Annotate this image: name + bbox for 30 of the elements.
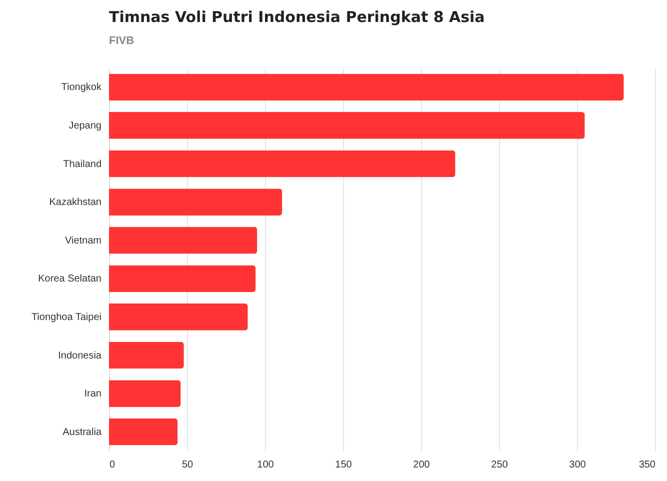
y-tick-label: Jepang: [68, 120, 102, 132]
bar: [109, 418, 178, 446]
y-tick-label: Australia: [62, 426, 102, 438]
bar: [109, 226, 258, 254]
y-tick-label: Vietnam: [64, 235, 102, 246]
bar: [109, 304, 248, 330]
x-tick-label: 350: [638, 460, 656, 470]
bar: [109, 112, 585, 139]
y-tick-label: Tionghoa Taipei: [31, 312, 102, 323]
x-tick-label: 100: [257, 460, 274, 470]
y-tick-label: Indonesia: [58, 350, 102, 362]
x-tick-label: 250: [491, 460, 508, 470]
x-tick-label: 0: [110, 460, 116, 470]
y-tick-label: Korea Selatan: [38, 274, 102, 285]
bar: [109, 150, 456, 178]
bar: [109, 188, 282, 216]
chart-title: Timnas Voli Putri Indonesia Peringkat 8 Asia: [109, 8, 485, 26]
x-tick-label: 150: [335, 460, 352, 470]
x-tick-label: 300: [569, 460, 586, 470]
bar: [109, 342, 184, 369]
y-tick-label: Kazakhstan: [49, 197, 102, 208]
bar: [109, 74, 624, 101]
bar: [109, 265, 256, 292]
x-tick-label: 200: [413, 460, 430, 470]
x-tick-label: 50: [182, 460, 194, 470]
y-tick-label: Iran: [84, 388, 102, 400]
y-tick-label: Tiongkok: [61, 82, 102, 94]
bar: [109, 380, 181, 407]
chart-subtitle: FIVB: [109, 35, 134, 47]
y-tick-label: Thailand: [63, 158, 102, 170]
